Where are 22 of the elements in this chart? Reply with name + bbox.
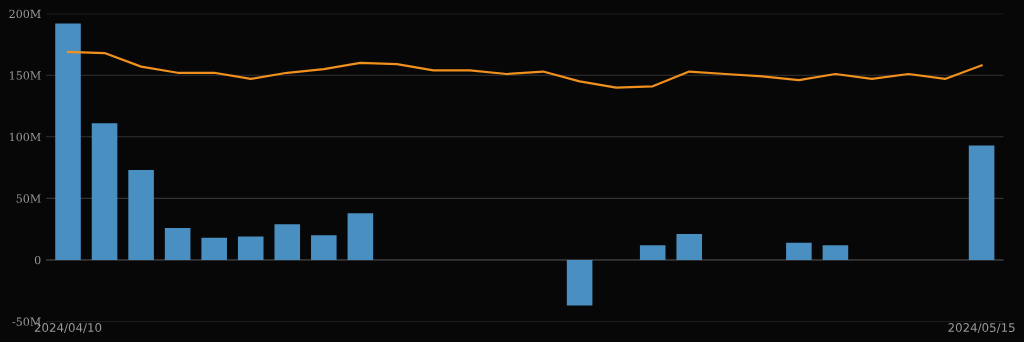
y-tick-label: 0 [34, 255, 41, 265]
bar [822, 245, 849, 260]
bar [164, 227, 191, 260]
y-tick-label: 50M [16, 194, 41, 203]
bar [91, 123, 118, 260]
bar [237, 236, 264, 260]
bar [347, 213, 374, 260]
bar [201, 237, 227, 260]
bar [274, 224, 301, 260]
bar [968, 145, 995, 260]
y-tick-label: 150M [9, 71, 41, 80]
bar [676, 234, 703, 260]
bar [55, 23, 81, 260]
bar [128, 170, 154, 260]
x-tick-label: 2024/05/15 [948, 323, 1015, 333]
y-tick-label: 200M [9, 9, 41, 19]
y-tick-label: 100M [9, 132, 41, 142]
bar [639, 245, 666, 260]
bar [566, 259, 593, 306]
bar [311, 235, 337, 260]
line-series [66, 50, 983, 89]
bar [786, 242, 812, 260]
